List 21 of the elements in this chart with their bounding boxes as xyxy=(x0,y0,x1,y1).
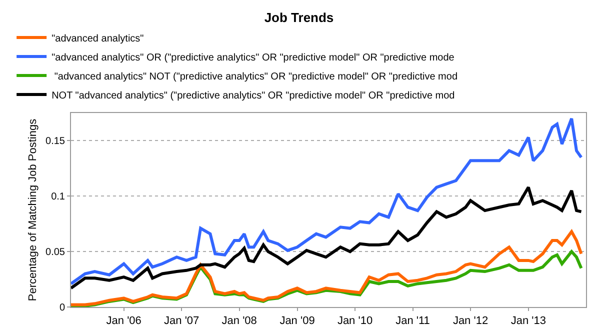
y-tick-label: 0.1 xyxy=(51,192,66,203)
y-axis-title: Percentage of Matching Job Postings xyxy=(27,118,40,302)
x-tick-label: Jan '12 xyxy=(452,315,488,328)
line-series xyxy=(71,230,583,306)
x-tick-label: Jan '07 xyxy=(164,315,200,328)
line-series xyxy=(71,117,583,286)
legend-label: "advanced analytics" xyxy=(52,33,144,44)
y-tick-label: 0 xyxy=(59,302,66,314)
x-tick-label: Jan '08 xyxy=(222,315,257,328)
legend-label: NOT "advanced analytics" ("predictive analytics" OR "predictive model" OR "predictive mod xyxy=(52,90,455,102)
y-tick-label: 0.05 xyxy=(46,247,66,258)
x-tick-label: Jan '06 xyxy=(106,315,142,328)
y-tick-label: 0.15 xyxy=(46,136,66,148)
line-series xyxy=(71,186,583,290)
x-tick-label: Jan '13 xyxy=(510,315,546,328)
x-tick-label: Jan '09 xyxy=(280,315,315,328)
legend-label: "advanced analytics" NOT ("predictive analytics" OR "predictive model" OR "predictive mod xyxy=(52,71,458,82)
chart-title: Job Trends xyxy=(264,10,334,26)
legend-label: "advanced analytics" OR ("predictive analytics" OR "predictive model" OR "predictive mode xyxy=(52,52,455,64)
x-tick-label: Jan '10 xyxy=(337,315,373,328)
x-tick-label: Jan '11 xyxy=(396,315,430,328)
